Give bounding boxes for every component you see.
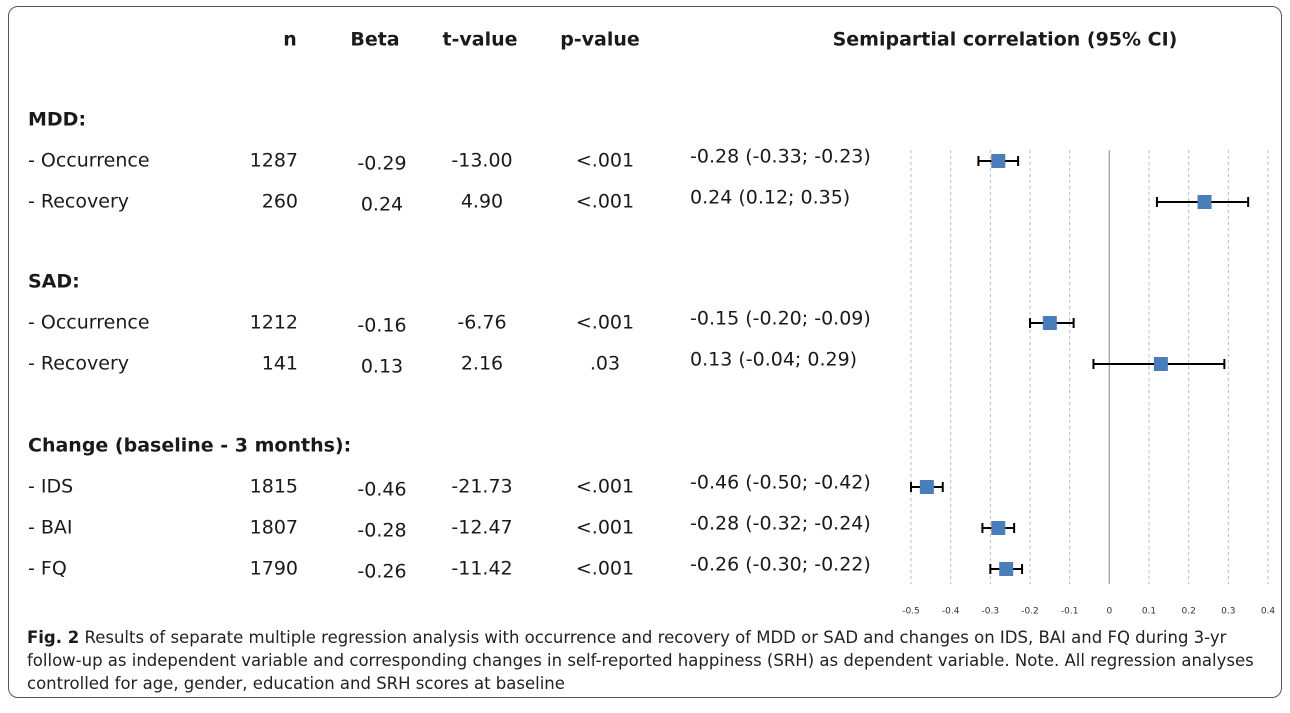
column-header: Beta	[350, 29, 399, 51]
x-tick-label: -0.2	[1021, 607, 1039, 617]
point-estimate	[1197, 195, 1212, 209]
cell: -6.76	[457, 312, 506, 334]
caption-text: Results of separate multiple regression …	[27, 628, 1254, 693]
row-label: - IDS	[28, 476, 73, 498]
point-estimate	[1153, 357, 1168, 371]
x-tick-label: 0.3	[1221, 607, 1235, 617]
x-tick-label: 0.2	[1182, 607, 1196, 617]
figure-frame	[8, 6, 1282, 698]
x-tick-label: -0.3	[982, 607, 1000, 617]
cell: -0.28 (-0.33; -0.23)	[690, 146, 871, 168]
cell: -0.26 (-0.30; -0.22)	[690, 554, 871, 576]
cell: <.001	[576, 150, 634, 172]
cell: 1815	[250, 476, 298, 498]
cell: -12.47	[451, 517, 512, 539]
point-estimate	[999, 562, 1014, 576]
column-header: Semipartial correlation (95% CI)	[833, 29, 1178, 51]
caption: Fig. 2 Results of separate multiple regr…	[27, 626, 1272, 695]
point-estimate	[991, 154, 1006, 168]
cell: -13.00	[451, 150, 512, 172]
caption-label: Fig. 2	[27, 628, 80, 647]
group-label: MDD:	[28, 109, 86, 131]
point-estimate	[919, 480, 934, 494]
forest-plot: n Beta t-value p-value Semipartial correlati…	[28, 29, 1276, 617]
cell: 4.90	[461, 191, 503, 213]
cell: <.001	[576, 476, 634, 498]
x-tick-label: -0.1	[1061, 607, 1079, 617]
point-estimate	[1042, 316, 1057, 330]
cell: 2.16	[461, 353, 503, 375]
cell: 0.13 (-0.04; 0.29)	[690, 349, 857, 371]
row-label: - Recovery	[28, 353, 129, 375]
cell: 1807	[250, 517, 298, 539]
column-header: t-value	[442, 29, 517, 51]
point-estimate	[991, 521, 1006, 535]
column-header: n	[283, 29, 297, 51]
cell: 260	[262, 191, 298, 213]
cell: 1790	[250, 558, 298, 580]
cell: -0.46 (-0.50; -0.42)	[690, 472, 871, 494]
x-tick-label: 0.4	[1261, 607, 1276, 617]
row-label: - Occurrence	[28, 312, 150, 334]
cell: <.001	[576, 517, 634, 539]
cell: -0.46	[357, 479, 406, 501]
row-label: - FQ	[28, 558, 67, 580]
cell: -0.28 (-0.32; -0.24)	[690, 513, 871, 535]
cell: -11.42	[451, 558, 512, 580]
group-label: SAD:	[28, 271, 80, 293]
cell: .03	[590, 353, 620, 375]
cell: 0.13	[361, 356, 403, 378]
group-label: Change (baseline - 3 months):	[28, 435, 351, 457]
row-label: - Recovery	[28, 191, 129, 213]
x-tick-label: -0.4	[942, 607, 960, 617]
cell: 0.24	[361, 194, 403, 216]
cell: -0.16	[357, 315, 406, 337]
row-label: - Occurrence	[28, 150, 150, 172]
cell: 1287	[250, 150, 298, 172]
row-label: - BAI	[28, 517, 73, 539]
cell: -0.15 (-0.20; -0.09)	[690, 308, 871, 330]
cell: -0.26	[357, 561, 406, 583]
cell: 1212	[250, 312, 298, 334]
cell: <.001	[576, 191, 634, 213]
cell: 0.24 (0.12; 0.35)	[690, 187, 850, 209]
cell: <.001	[576, 312, 634, 334]
cell: -0.29	[357, 153, 406, 175]
cell: 141	[262, 353, 298, 375]
x-tick-label: -0.5	[902, 607, 920, 617]
column-header: p-value	[560, 29, 640, 51]
x-tick-label: 0.1	[1142, 607, 1156, 617]
cell: -21.73	[451, 476, 512, 498]
x-tick-label: 0	[1106, 607, 1112, 617]
cell: <.001	[576, 558, 634, 580]
cell: -0.28	[357, 520, 406, 542]
